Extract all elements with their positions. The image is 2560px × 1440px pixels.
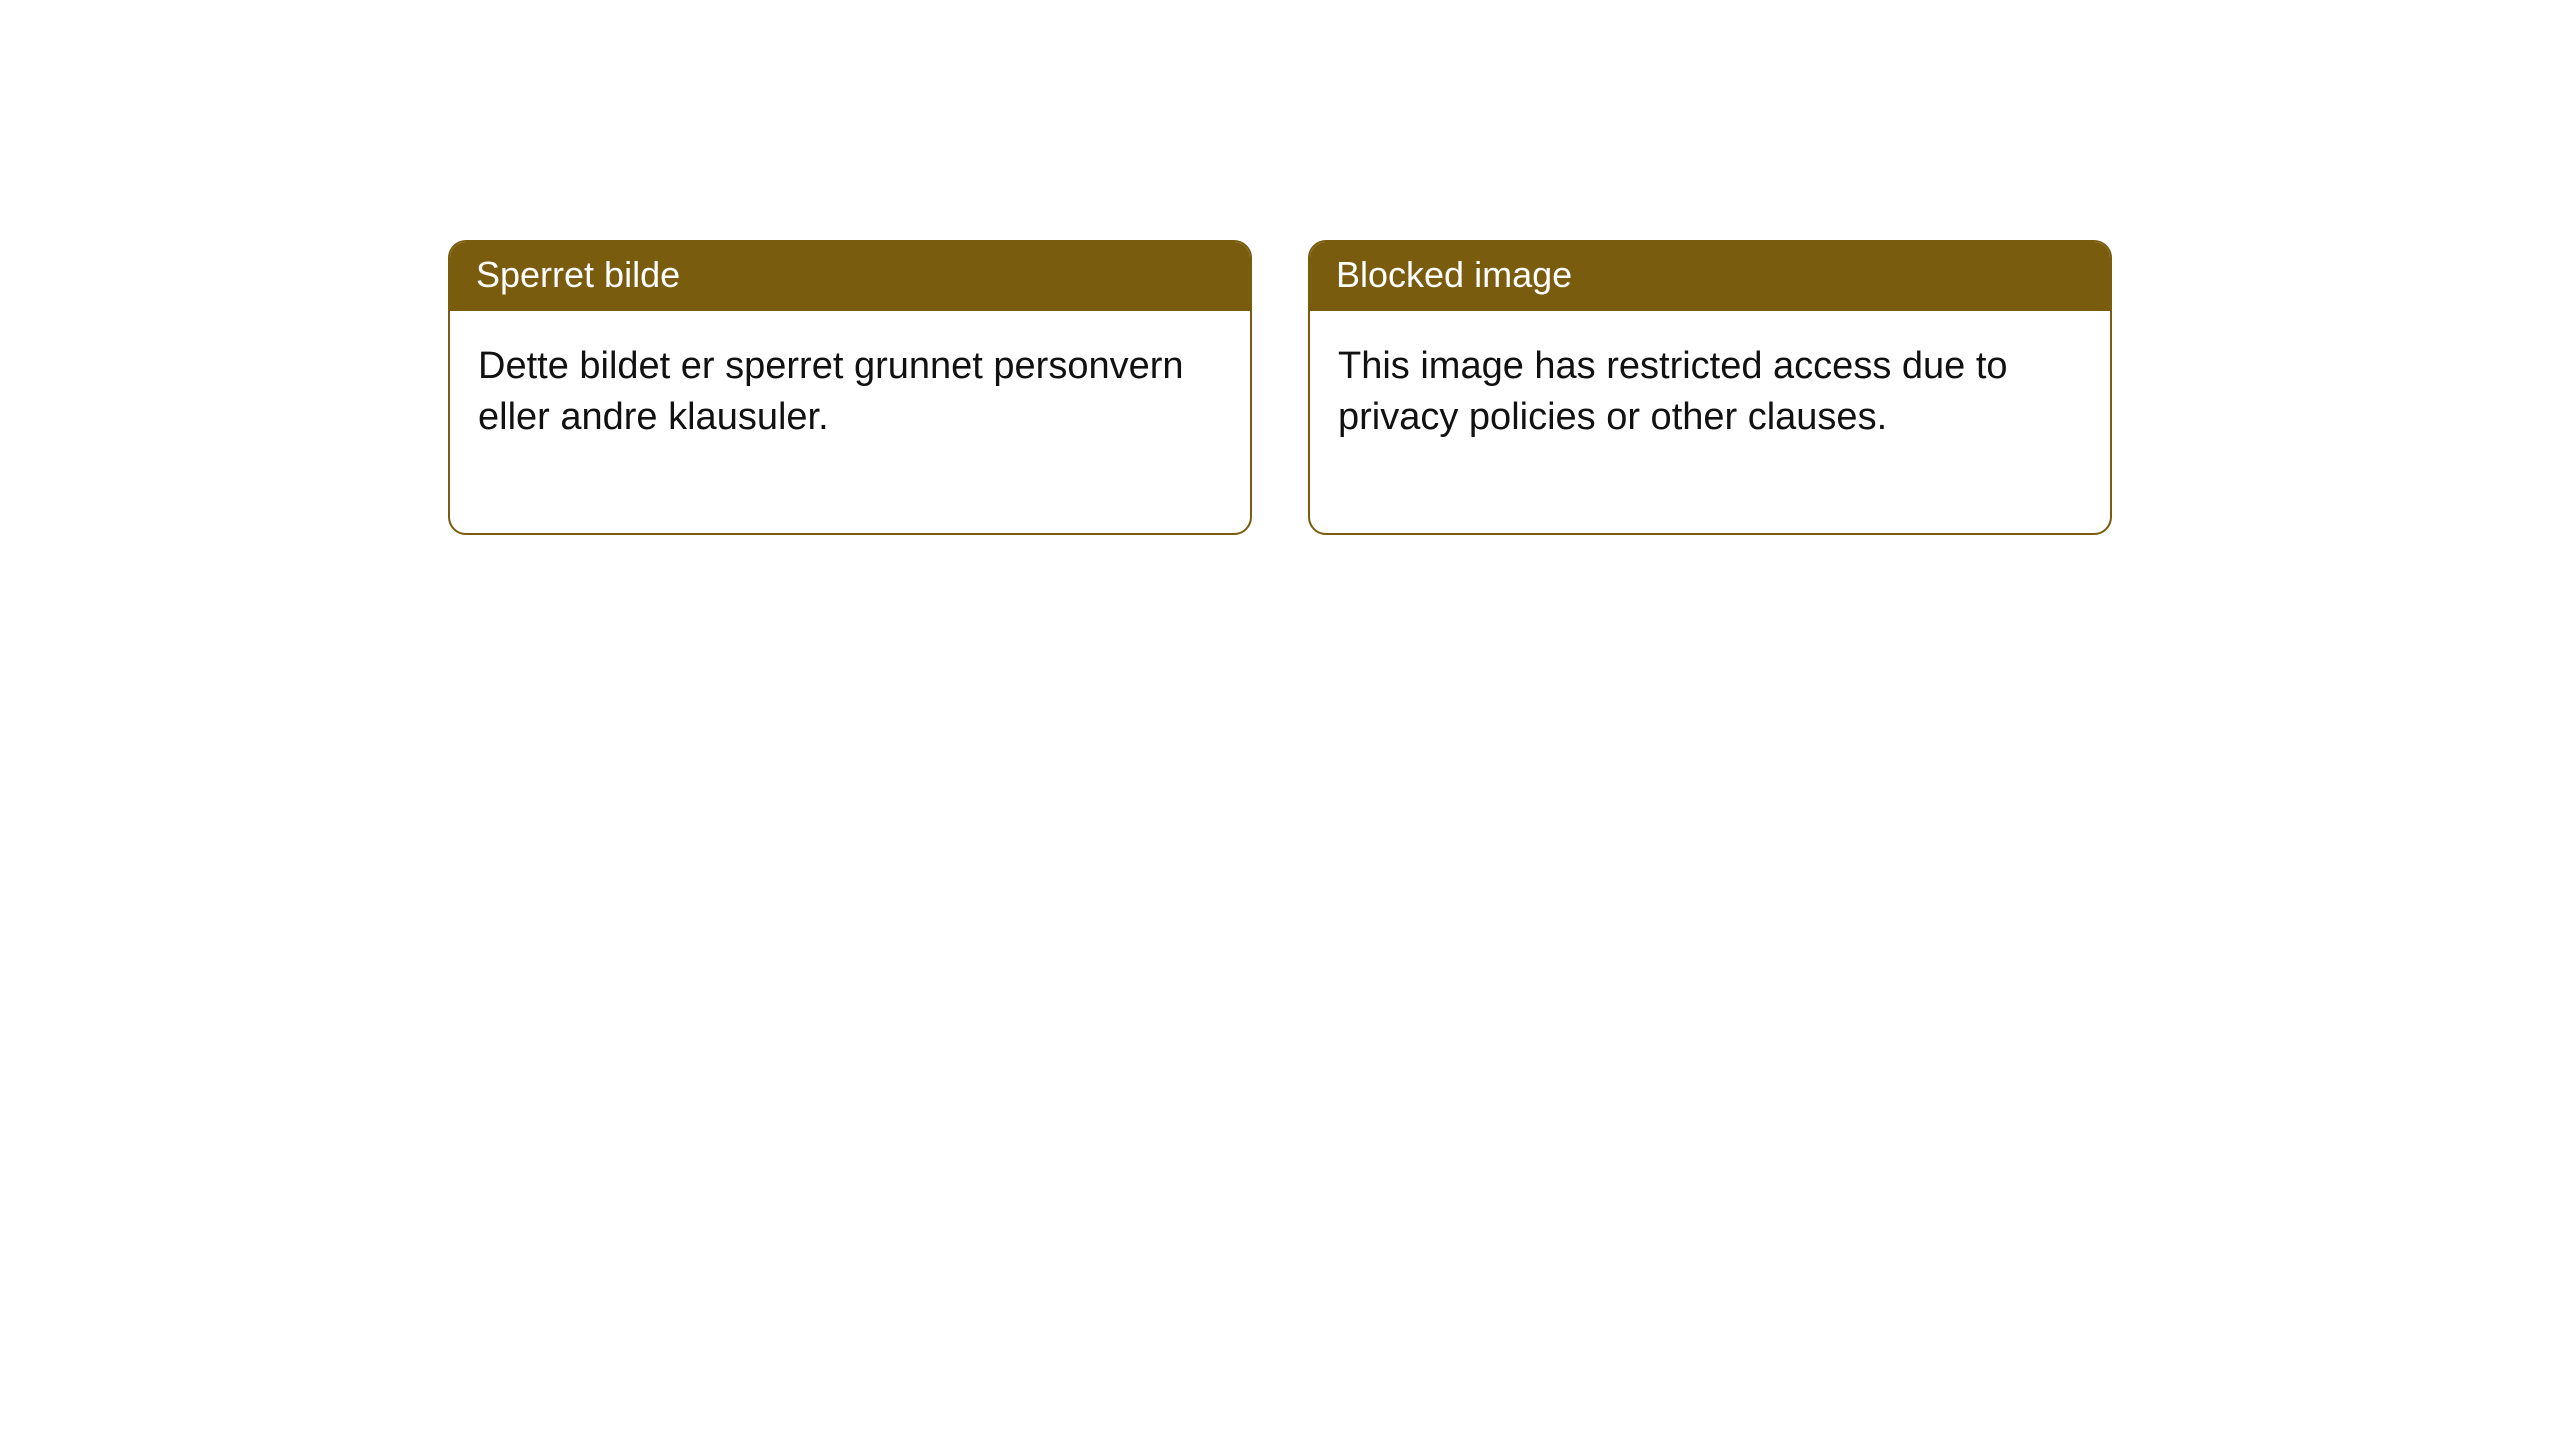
notice-box-norwegian: Sperret bilde Dette bildet er sperret gr… (448, 240, 1252, 535)
notice-body: This image has restricted access due to … (1310, 311, 2110, 534)
notice-box-english: Blocked image This image has restricted … (1308, 240, 2112, 535)
notice-header: Sperret bilde (450, 242, 1250, 311)
notice-container: Sperret bilde Dette bildet er sperret gr… (0, 0, 2560, 535)
notice-header: Blocked image (1310, 242, 2110, 311)
notice-body: Dette bildet er sperret grunnet personve… (450, 311, 1250, 534)
